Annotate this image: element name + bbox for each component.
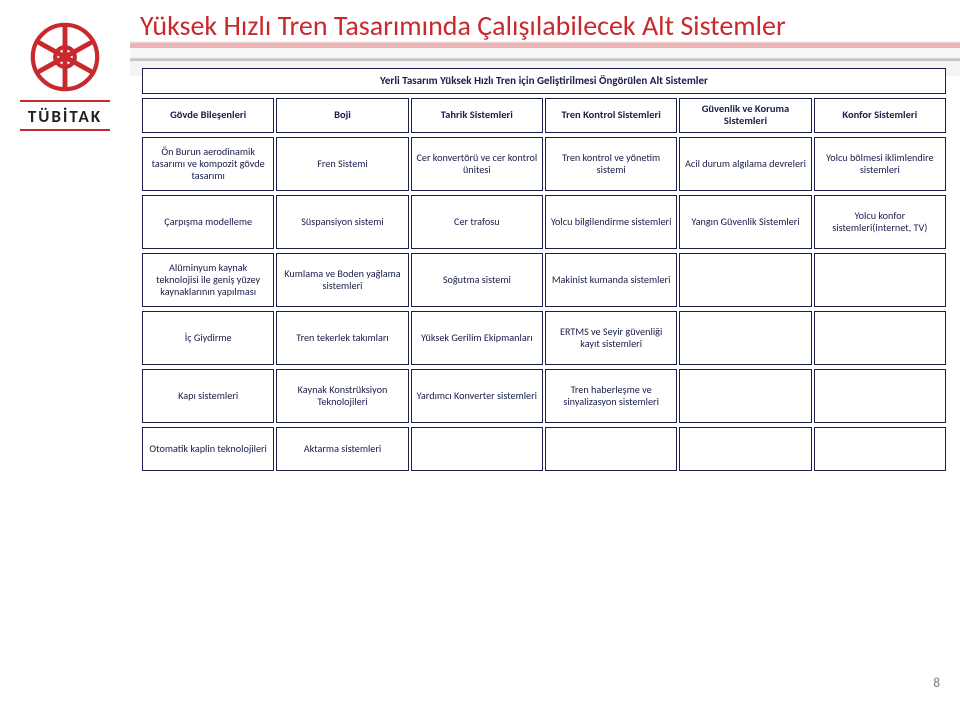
systems-table: Yerli Tasarım Yüksek Hızlı Tren için Gel… bbox=[140, 64, 948, 475]
table-row: Alüminyum kaynak teknolojisi ile geniş y… bbox=[142, 253, 946, 307]
table-row: Otomatik kaplin teknolojileri Aktarma si… bbox=[142, 427, 946, 471]
table-row: Kapı sistemleri Kaynak Konstrüksiyon Tek… bbox=[142, 369, 946, 423]
table-body: Ön Burun aerodinamik tasarımı ve kompozi… bbox=[142, 137, 946, 471]
cell: Tren tekerlek takımları bbox=[276, 311, 408, 365]
cell: Acil durum algılama devreleri bbox=[679, 137, 811, 191]
cell: Fren Sistemi bbox=[276, 137, 408, 191]
cell: Cer trafosu bbox=[411, 195, 543, 249]
cell: Soğutma sistemi bbox=[411, 253, 543, 307]
col-header: Tahrik Sistemleri bbox=[411, 98, 543, 133]
cell bbox=[814, 253, 946, 307]
brand-separator bbox=[20, 129, 110, 131]
cell: İç Giydirme bbox=[142, 311, 274, 365]
cell: Kapı sistemleri bbox=[142, 369, 274, 423]
cell: Kumlama ve Boden yağlama sistemleri bbox=[276, 253, 408, 307]
tubitak-logo-icon bbox=[30, 22, 100, 92]
cell: Alüminyum kaynak teknolojisi ile geniş y… bbox=[142, 253, 274, 307]
cell: Tren haberleşme ve sinyalizasyon sisteml… bbox=[545, 369, 677, 423]
cell bbox=[814, 427, 946, 471]
col-header: Tren Kontrol Sistemleri bbox=[545, 98, 677, 133]
cell bbox=[679, 427, 811, 471]
col-header: Boji bbox=[276, 98, 408, 133]
cell: Süspansiyon sistemi bbox=[276, 195, 408, 249]
cell bbox=[545, 427, 677, 471]
cell: Cer konvertörü ve cer kontrol ünitesi bbox=[411, 137, 543, 191]
page-number: 8 bbox=[933, 676, 940, 691]
table-row: Çarpışma modelleme Süspansiyon sistemi C… bbox=[142, 195, 946, 249]
cell: Ön Burun aerodinamik tasarımı ve kompozi… bbox=[142, 137, 274, 191]
cell: Makinist kumanda sistemleri bbox=[545, 253, 677, 307]
cell bbox=[679, 369, 811, 423]
cell: Yangın Güvenlik Sistemleri bbox=[679, 195, 811, 249]
cell: Aktarma sistemleri bbox=[276, 427, 408, 471]
brand-separator bbox=[20, 100, 110, 102]
sidebar: TÜBİTAK bbox=[0, 0, 130, 705]
table-header-row: Gövde Bileşenleri Boji Tahrik Sistemleri… bbox=[142, 98, 946, 133]
main-content: Yerli Tasarım Yüksek Hızlı Tren için Gel… bbox=[140, 64, 946, 475]
col-header: Güvenlik ve Koruma Sistemleri bbox=[679, 98, 811, 133]
cell bbox=[411, 427, 543, 471]
cell bbox=[679, 253, 811, 307]
table-row: İç Giydirme Tren tekerlek takımları Yüks… bbox=[142, 311, 946, 365]
cell bbox=[814, 369, 946, 423]
table-banner: Yerli Tasarım Yüksek Hızlı Tren için Gel… bbox=[142, 68, 946, 94]
cell: Tren kontrol ve yönetim sistemi bbox=[545, 137, 677, 191]
col-header: Konfor Sistemleri bbox=[814, 98, 946, 133]
cell: Yüksek Gerilim Ekipmanları bbox=[411, 311, 543, 365]
brand-label: TÜBİTAK bbox=[0, 106, 130, 127]
page-title: Yüksek Hızlı Tren Tasarımında Çalışılabi… bbox=[140, 8, 786, 43]
cell: Otomatik kaplin teknolojileri bbox=[142, 427, 274, 471]
table-row: Ön Burun aerodinamik tasarımı ve kompozi… bbox=[142, 137, 946, 191]
cell: Yardımcı Konverter sistemleri bbox=[411, 369, 543, 423]
cell: Yolcu bölmesi iklimlendire sistemleri bbox=[814, 137, 946, 191]
cell: Çarpışma modelleme bbox=[142, 195, 274, 249]
cell: ERTMS ve Seyir güvenliği kayıt sistemler… bbox=[545, 311, 677, 365]
col-header: Gövde Bileşenleri bbox=[142, 98, 274, 133]
cell bbox=[814, 311, 946, 365]
cell: Kaynak Konstrüksiyon Teknolojileri bbox=[276, 369, 408, 423]
cell bbox=[679, 311, 811, 365]
cell: Yolcu bilgilendirme sistemleri bbox=[545, 195, 677, 249]
cell: Yolcu konfor sistemleri(internet, TV) bbox=[814, 195, 946, 249]
